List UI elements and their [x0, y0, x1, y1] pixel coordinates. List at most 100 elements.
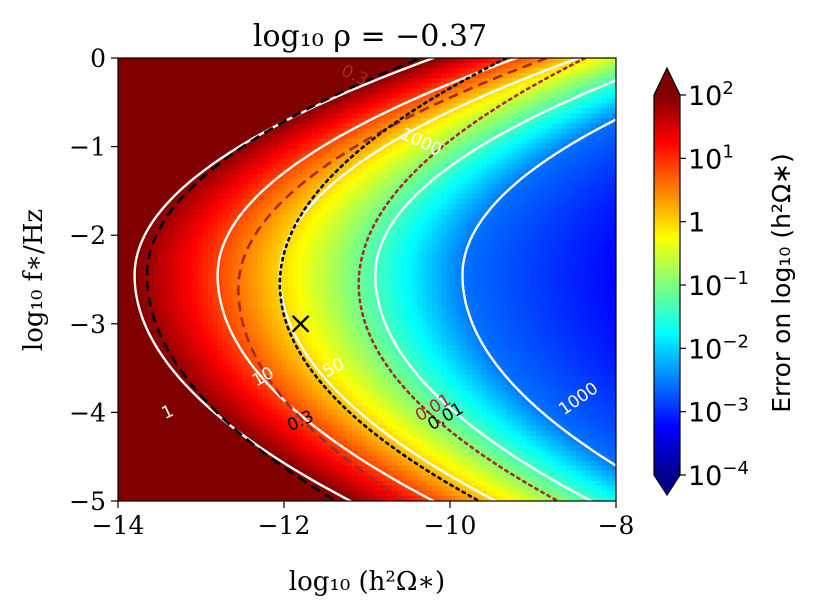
heatmap-cell — [302, 425, 308, 432]
heatmap-cell — [337, 279, 343, 286]
heatmap-cell — [247, 108, 254, 114]
heatmap-cell — [182, 133, 189, 140]
heatmap-cell — [152, 219, 159, 225]
heatmap-cell — [182, 395, 189, 401]
heatmap-cell — [332, 460, 338, 467]
heatmap-cell — [317, 314, 323, 321]
heatmap-cell — [272, 93, 278, 99]
heatmap-cell — [242, 410, 249, 417]
heatmap-cell — [277, 480, 283, 487]
heatmap-cell — [152, 249, 159, 255]
heatmap-cell — [292, 98, 298, 104]
heatmap-cell — [118, 435, 124, 442]
heatmap-cell — [362, 219, 368, 225]
heatmap-cell — [391, 410, 398, 417]
heatmap-cell — [262, 158, 268, 165]
heatmap-cell — [252, 435, 259, 442]
heatmap-cell — [327, 475, 333, 482]
heatmap-cell — [147, 168, 154, 175]
heatmap-cell — [182, 88, 189, 94]
heatmap-cell — [162, 274, 169, 281]
heatmap-cell — [132, 435, 139, 442]
heatmap-cell — [207, 73, 214, 79]
heatmap-cell — [352, 344, 358, 351]
heatmap-cell — [262, 143, 268, 150]
heatmap-cell — [247, 113, 254, 120]
heatmap-cell — [127, 138, 134, 145]
heatmap-cell — [287, 163, 293, 170]
heatmap-cell — [147, 178, 154, 185]
heatmap-cell — [122, 324, 129, 331]
heatmap-cell — [157, 234, 164, 240]
heatmap-cell — [302, 490, 308, 497]
heatmap-cell — [357, 244, 363, 250]
heatmap-cell — [277, 148, 283, 155]
heatmap-cell — [127, 259, 134, 265]
heatmap-cell — [212, 289, 219, 296]
heatmap-cell — [317, 153, 323, 160]
heatmap-cell — [337, 490, 343, 497]
heatmap-cell — [292, 284, 298, 291]
heatmap-cell — [357, 88, 363, 94]
heatmap-cell — [362, 153, 368, 160]
heatmap-cell — [257, 375, 264, 381]
heatmap-cell — [222, 173, 229, 180]
heatmap-cell — [376, 264, 383, 271]
heatmap-cell — [332, 188, 338, 195]
heatmap-cell — [257, 455, 264, 462]
heatmap-cell — [192, 148, 199, 155]
heatmap-cell — [222, 274, 229, 281]
heatmap-cell — [118, 193, 124, 200]
heatmap-cell — [227, 339, 234, 346]
heatmap-cell — [332, 495, 338, 501]
heatmap-cell — [376, 224, 383, 230]
heatmap-cell — [247, 319, 254, 326]
heatmap-cell — [357, 309, 363, 316]
heatmap-cell — [386, 380, 393, 386]
heatmap-cell — [277, 254, 283, 260]
heatmap-cell — [332, 309, 338, 316]
heatmap-cell — [257, 63, 264, 69]
heatmap-cell — [227, 355, 234, 361]
heatmap-cell — [376, 309, 383, 316]
heatmap-cell — [182, 339, 189, 346]
heatmap-cell — [192, 274, 199, 281]
heatmap-cell — [187, 239, 194, 245]
heatmap-cell — [257, 138, 264, 145]
heatmap-cell — [327, 123, 333, 130]
heatmap-cell — [312, 128, 318, 135]
heatmap-cell — [167, 203, 174, 210]
heatmap-cell — [342, 173, 348, 180]
heatmap-cell — [122, 450, 129, 457]
heatmap-cell — [342, 430, 348, 437]
heatmap-cell — [242, 138, 249, 145]
heatmap-cell — [152, 435, 159, 442]
heatmap-cell — [337, 269, 343, 276]
heatmap-cell — [142, 224, 149, 230]
heatmap-cell — [347, 480, 353, 487]
heatmap-cell — [177, 229, 184, 235]
heatmap-cell — [207, 299, 214, 306]
heatmap-cell — [137, 450, 144, 457]
heatmap-cell — [312, 480, 318, 487]
heatmap-cell — [376, 198, 383, 205]
heatmap-cell — [332, 370, 338, 376]
heatmap-cell — [182, 445, 189, 452]
heatmap-cell — [147, 88, 154, 94]
heatmap-cell — [147, 475, 154, 482]
heatmap-cell — [232, 329, 239, 336]
heatmap-cell — [177, 304, 184, 311]
heatmap-cell — [381, 415, 388, 422]
heatmap-cell — [207, 98, 214, 104]
heatmap-cell — [132, 244, 139, 250]
heatmap-cell — [396, 249, 403, 255]
heatmap-cell — [292, 68, 298, 74]
heatmap-cell — [386, 239, 393, 245]
heatmap-cell — [147, 380, 154, 386]
heatmap-cell — [367, 148, 373, 155]
heatmap-cell — [386, 93, 393, 99]
heatmap-cell — [277, 329, 283, 336]
heatmap-cell — [287, 334, 293, 341]
heatmap-cell — [137, 430, 144, 437]
heatmap-cell — [352, 465, 358, 472]
